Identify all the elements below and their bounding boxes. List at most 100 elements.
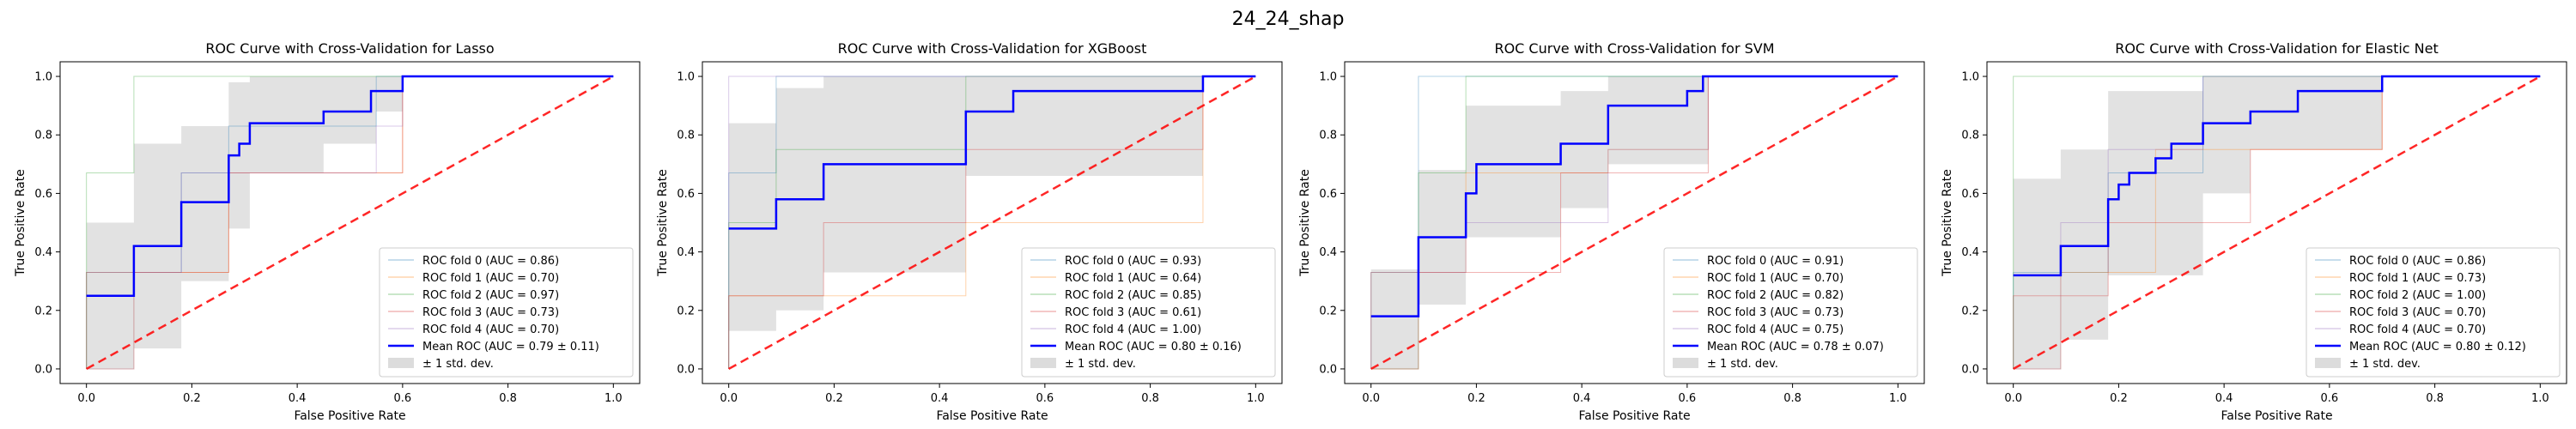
x-tick-label: 1.0 (1889, 392, 1907, 405)
x-tick-label: 0.6 (394, 392, 412, 405)
y-tick-label: 1.0 (34, 71, 52, 84)
roc-fold-line (728, 76, 1256, 369)
chart-title: ROC Curve with Cross-Validation for Lass… (205, 40, 494, 57)
roc-fold-line (1370, 76, 1899, 370)
figure-title: 24_24_shap (1231, 9, 1345, 30)
roc-fold-line (2013, 76, 2541, 369)
legend-box (2306, 247, 2561, 378)
x-tick-label: 1.0 (2531, 392, 2549, 405)
x-tick-label: 0.0 (2004, 392, 2022, 405)
y-tick-label: 0.6 (34, 188, 52, 201)
std-dev-band (2013, 76, 2541, 369)
roc-fold-line (2013, 76, 2541, 370)
chance-line (2013, 75, 2541, 371)
y-tick-label: 0.2 (1961, 305, 1979, 317)
y-tick-label: 0.0 (1319, 363, 1337, 376)
legend-label: ROC fold 4 (AUC = 1.00) (1065, 323, 1201, 336)
y-tick-label: 0.4 (677, 246, 695, 259)
roc-fold-line (86, 76, 614, 370)
plot-frame (702, 61, 1283, 384)
legend-label: ROC fold 3 (AUC = 0.73) (1707, 306, 1844, 319)
x-axis-label: False Positive Rate (2221, 409, 2332, 423)
legend-label: ± 1 std. dev. (2349, 358, 2421, 371)
legend-swatch (1673, 358, 1698, 368)
roc-fold-line (86, 76, 614, 370)
legend-label: ± 1 std. dev. (422, 358, 494, 371)
x-tick-label: 1.0 (605, 392, 623, 405)
roc-fold-line (1370, 76, 1899, 369)
std-dev-band (1370, 76, 1899, 369)
x-tick-label: 0.8 (2426, 392, 2444, 405)
legend-label: ROC fold 1 (AUC = 0.64) (1065, 272, 1201, 285)
y-tick-label: 1.0 (1961, 71, 1979, 84)
legend-swatch (2315, 358, 2341, 368)
plot-frame (1344, 61, 1925, 384)
legend-label: ROC fold 1 (AUC = 0.73) (2349, 272, 2486, 285)
roc-fold-line (86, 76, 614, 369)
legend-label: ROC fold 1 (AUC = 0.70) (422, 272, 559, 285)
std-dev-band (86, 76, 614, 369)
y-tick-label: 0.4 (34, 246, 52, 259)
x-tick-label: 0.8 (1141, 392, 1159, 405)
roc-fold-line (728, 76, 1256, 369)
y-axis-label: True Positive Rate (14, 169, 27, 277)
y-tick-label: 1.0 (1319, 71, 1337, 84)
x-tick-label: 0.2 (2110, 392, 2128, 405)
legend-label: ROC fold 2 (AUC = 0.82) (1707, 289, 1844, 302)
y-tick-label: 0.0 (677, 363, 695, 376)
chart-title: ROC Curve with Cross-Validation for Elas… (2115, 40, 2439, 57)
mean-roc-line (86, 75, 614, 297)
y-tick-label: 0.4 (1961, 246, 1979, 259)
chart-panel: 0.0 0.2 0.4 0.6 0.8 1.0 0.0 0.2 0.4 0.6 0.8 1.0 ROC … (14, 40, 641, 423)
std-dev-band (728, 76, 1256, 331)
legend-label: ± 1 std. dev. (1065, 358, 1136, 371)
legend-label: ROC fold 2 (AUC = 0.97) (422, 289, 559, 302)
x-tick-label: 0.0 (1362, 392, 1380, 405)
chart-panel: 0.0 0.2 0.4 0.6 0.8 1.0 0.0 0.2 0.4 0.6 0.8 1.0 ROC … (1941, 40, 2567, 423)
y-tick-label: 0.6 (1319, 188, 1337, 201)
y-tick-label: 0.8 (1319, 130, 1337, 142)
x-tick-label: 0.0 (77, 392, 95, 405)
roc-fold-line (728, 76, 1256, 369)
y-tick-label: 0.4 (1319, 246, 1337, 259)
y-tick-label: 0.2 (1319, 305, 1337, 317)
chance-line (1370, 75, 1899, 371)
legend-label: ROC fold 3 (AUC = 0.73) (422, 306, 559, 319)
roc-fold-line (728, 76, 1256, 369)
y-tick-label: 0.2 (34, 305, 52, 317)
legend-label: Mean ROC (AUC = 0.79 ± 0.11) (422, 341, 599, 353)
legend-label: ROC fold 3 (AUC = 0.61) (1065, 306, 1201, 319)
roc-fold-line (2013, 76, 2541, 369)
y-tick-label: 0.8 (1961, 130, 1979, 142)
legend-label: ROC fold 1 (AUC = 0.70) (1707, 272, 1844, 285)
y-tick-label: 0.0 (34, 363, 52, 376)
x-tick-label: 0.6 (1679, 392, 1697, 405)
x-tick-label: 0.2 (183, 392, 201, 405)
x-axis-label: False Positive Rate (1578, 409, 1690, 423)
legend-label: ROC fold 0 (AUC = 0.86) (422, 255, 559, 268)
x-tick-label: 0.2 (1467, 392, 1485, 405)
x-tick-label: 0.4 (289, 392, 307, 405)
x-tick-label: 0.8 (499, 392, 517, 405)
roc-fold-line (2013, 76, 2541, 369)
chart-title: ROC Curve with Cross-Validation for SVM (1494, 40, 1774, 57)
legend-label: Mean ROC (AUC = 0.80 ± 0.16) (1065, 341, 1242, 353)
x-tick-label: 0.4 (931, 392, 949, 405)
plot-frame (1986, 61, 2567, 384)
legend-box (1663, 247, 1918, 378)
x-axis-label: False Positive Rate (936, 409, 1048, 423)
legend-label: ROC fold 3 (AUC = 0.70) (2349, 306, 2486, 319)
roc-fold-line (1370, 76, 1899, 369)
legend-label: ROC fold 2 (AUC = 1.00) (2349, 289, 2486, 302)
legend-label: ROC fold 0 (AUC = 0.91) (1707, 255, 1844, 268)
legend-label: ± 1 std. dev. (1707, 358, 1778, 371)
y-tick-label: 1.0 (677, 71, 695, 84)
legend-label: Mean ROC (AUC = 0.80 ± 0.12) (2349, 341, 2526, 353)
y-tick-label: 0.2 (677, 305, 695, 317)
y-axis-label: True Positive Rate (1941, 169, 1954, 277)
legend-swatch (1030, 358, 1056, 368)
legend-label: Mean ROC (AUC = 0.78 ± 0.07) (1707, 341, 1884, 353)
legend-label: ROC fold 0 (AUC = 0.86) (2349, 255, 2486, 268)
chance-line (728, 75, 1256, 371)
